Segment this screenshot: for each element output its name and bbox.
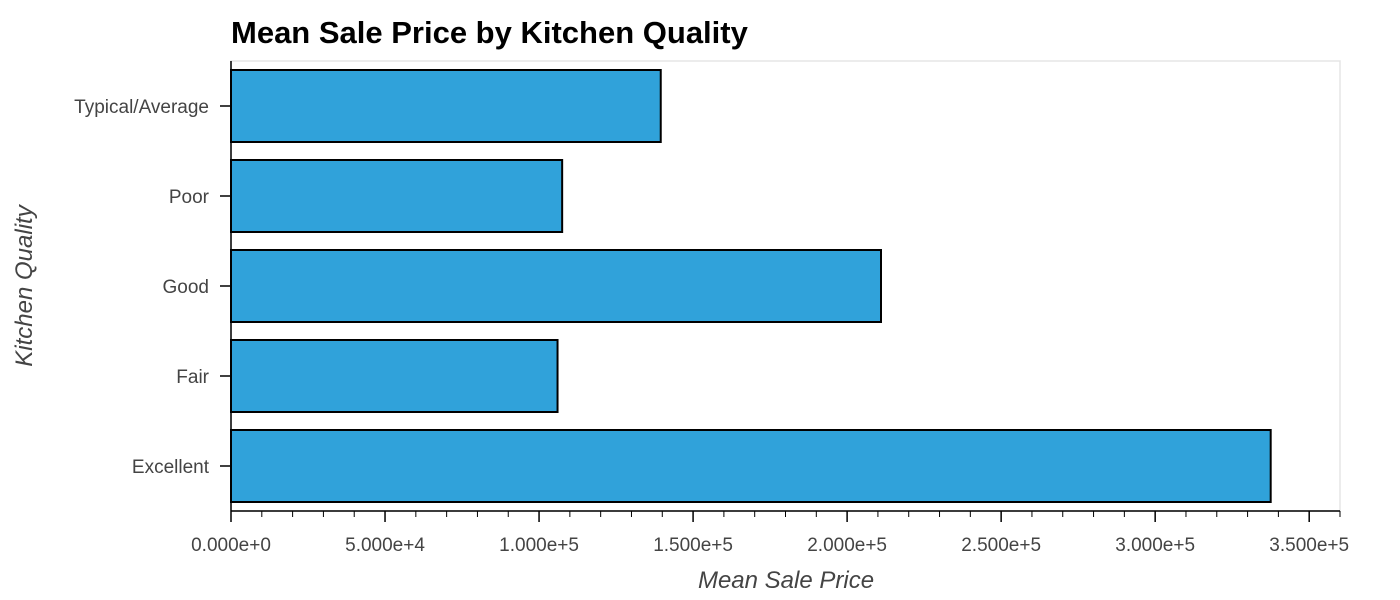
y-axis-label: Kitchen Quality — [11, 203, 38, 366]
y-tick-label-poor: Poor — [169, 187, 210, 208]
x-tick-label-3: 1.500e+5 — [653, 535, 733, 556]
x-tick-label-5: 2.500e+5 — [961, 535, 1041, 556]
chart-title: Mean Sale Price by Kitchen Quality — [231, 15, 749, 50]
bars-group — [230, 69, 1272, 503]
x-tick-label-6: 3.000e+5 — [1115, 535, 1195, 556]
x-axis-label: Mean Sale Price — [698, 567, 874, 594]
y-axis: Typical/Average Poor Good Fair Excellent — [74, 61, 232, 511]
x-tick-label-1: 5.000e+4 — [345, 535, 425, 556]
x-axis: 0.000e+0 5.000e+4 1.000e+5 1.500e+5 2.000e+5… — [191, 510, 1349, 556]
x-tick-label-7: 3.500e+5 — [1269, 535, 1349, 556]
y-tick-label-excellent: Excellent — [132, 457, 210, 478]
x-tick-label-0: 0.000e+0 — [191, 535, 271, 556]
bar-fair — [230, 339, 559, 413]
y-tick-label-fair: Fair — [176, 367, 209, 388]
bar-excellent — [230, 429, 1272, 503]
y-tick-label-good: Good — [163, 277, 209, 298]
x-tick-label-2: 1.000e+5 — [499, 535, 579, 556]
bar-poor — [230, 159, 564, 233]
bar-typical-average — [230, 69, 662, 143]
y-tick-label-typical-average: Typical/Average — [74, 97, 209, 118]
x-tick-label-4: 2.000e+5 — [807, 535, 887, 556]
bar-good — [230, 249, 882, 323]
